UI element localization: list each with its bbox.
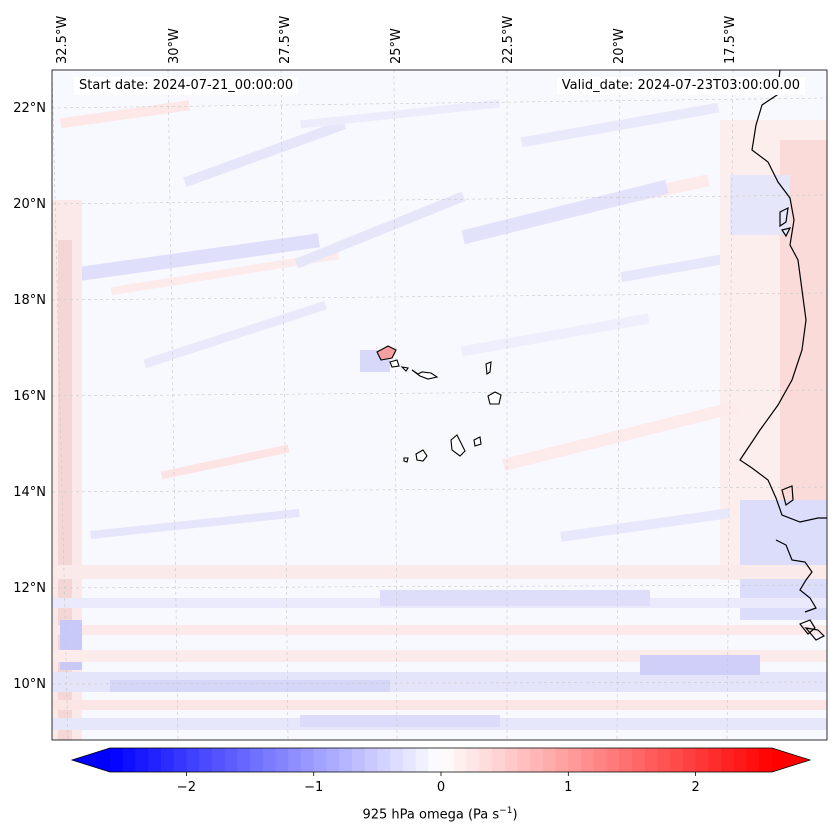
colorbar-segment [377, 748, 391, 772]
colorbar-segment [160, 748, 175, 772]
colorbar-segment [759, 748, 773, 772]
island-santiago [450, 434, 466, 457]
colorbar-segment [313, 748, 328, 772]
lon-label: 20°W [612, 28, 627, 64]
colorbar-segment [326, 748, 340, 772]
colorbar-segment [275, 748, 289, 772]
island-santa-luzia [400, 366, 409, 372]
start-date-label: Start date: 2024-07-21_00:00:00 [74, 77, 299, 95]
lat-labels: 22°N 20°N 18°N 16°N 14°N 12°N 10°N [13, 101, 46, 692]
colorbar-label-exponent: −1 [499, 806, 513, 816]
colorbar-label-close: ) [512, 807, 518, 823]
colorbar-segment [237, 748, 251, 772]
lon-label: 25°W [389, 28, 404, 64]
colorbar-segment [593, 748, 608, 772]
colorbar-extend-low [72, 748, 110, 772]
island-maio [473, 436, 482, 447]
lon-labels: 32.5°W 30°W 27.5°W 25°W 22.5°W 20°W 17.5… [55, 16, 738, 64]
colorbar-segment [390, 748, 404, 772]
colorbar-segment [606, 748, 620, 772]
colorbar-segment [300, 748, 315, 772]
colorbar-tick-label: 2 [691, 780, 699, 795]
island-fogo [415, 449, 428, 462]
colorbar-segment [479, 748, 493, 772]
colorbar-segment [173, 748, 187, 772]
lon-label: 27.5°W [278, 16, 293, 64]
colorbar-segment [262, 748, 277, 772]
colorbar-segment [441, 748, 455, 772]
colorbar-segment [682, 748, 697, 772]
colorbar-segment [695, 748, 709, 772]
colorbar-segment [186, 748, 200, 772]
colorbar-segment [504, 748, 518, 772]
colorbar-segment [453, 748, 468, 772]
colorbar-segment [122, 748, 137, 772]
colorbar-segment [517, 748, 531, 772]
colorbar-segment [148, 748, 162, 772]
colorbar-segment [644, 748, 659, 772]
lat-label: 16°N [13, 389, 46, 404]
colorbar-segment [746, 748, 760, 772]
colorbar-segment [657, 748, 671, 772]
colorbar-segment [619, 748, 633, 772]
colorbar-segment [581, 748, 595, 772]
lat-label: 18°N [13, 293, 46, 308]
colorbar-segment [555, 748, 569, 772]
colorbar-segment [542, 748, 557, 772]
colorbar-segment [415, 748, 429, 772]
colorbar-segment [135, 748, 149, 772]
island-sao-nicolau [411, 369, 439, 380]
map-frame [51, 69, 828, 741]
colorbar-tick-label: 0 [437, 780, 445, 795]
colorbar-label: 925 hPa omega (Pa s−1) [0, 806, 837, 822]
island-brava [403, 457, 409, 463]
lat-label: 22°N [13, 101, 46, 116]
colorbar: −2 −1 0 1 2 [70, 747, 812, 795]
lat-label: 14°N [13, 485, 46, 500]
colorbar-segment [428, 748, 442, 772]
lon-label: 30°W [167, 28, 182, 64]
island-boa-vista [487, 391, 502, 405]
colorbar-segment [288, 748, 302, 772]
colorbar-segment [631, 748, 646, 772]
lat-label: 10°N [13, 677, 46, 692]
colorbar-segment [733, 748, 748, 772]
cape-verde-islands [376, 345, 502, 463]
lat-label: 20°N [13, 197, 46, 212]
omega-field [52, 70, 827, 740]
island-sao-vicente [389, 359, 400, 368]
colorbar-outline [70, 747, 812, 773]
colorbar-segment [364, 748, 378, 772]
colorbar-segment [110, 748, 124, 772]
colorbar-segment [250, 748, 264, 772]
graticule [52, 70, 827, 740]
colorbar-label-text: 925 hPa omega (Pa s [362, 807, 500, 823]
colorbar-segment [339, 748, 353, 772]
colorbar-tick-label: −1 [304, 780, 323, 795]
lon-label: 22.5°W [501, 16, 516, 64]
colorbar-extend-high [772, 748, 810, 772]
colorbar-segment [708, 748, 722, 772]
colorbar-segment [351, 748, 366, 772]
colorbar-segment [670, 748, 684, 772]
coastline-africa [739, 70, 827, 641]
colorbar-tick-label: −2 [177, 780, 196, 795]
colorbar-segment [199, 748, 213, 772]
valid-date-label: Valid_date: 2024-07-23T03:00:00.00 [556, 77, 805, 95]
colorbar-segment [721, 748, 735, 772]
lon-label: 32.5°W [55, 16, 70, 64]
colorbar-tick-label: 1 [564, 780, 572, 795]
colorbar-segment [491, 748, 506, 772]
colorbar-segment [402, 748, 417, 772]
colorbar-segment [224, 748, 238, 772]
colorbar-segment [568, 748, 582, 772]
lon-label: 17.5°W [723, 16, 738, 64]
lat-label: 12°N [13, 581, 46, 596]
island-sal [485, 361, 492, 375]
colorbar-segment [211, 748, 226, 772]
island-santo-antao [376, 345, 397, 361]
colorbar-segment [466, 748, 480, 772]
colorbar-segment [530, 748, 544, 772]
